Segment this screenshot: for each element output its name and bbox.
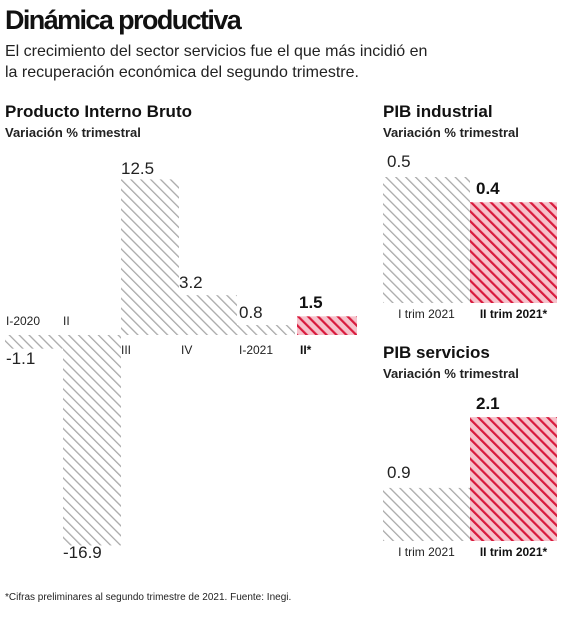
category-label: IV [181,343,192,357]
bar-i-trim-2021 [383,487,470,541]
category-label: I-2021 [239,343,273,357]
value-label: 12.5 [121,159,154,178]
bar-ii [63,335,121,546]
value-label: 1.5 [299,293,323,312]
pib-bar-chart: -1.1 I-2020 -16.9 II 12.5 III 3.2 IV 0.8 I-2021 1.… [5,159,357,562]
page-subtitle-line1: El crecimiento del sector servicios fue … [5,43,427,60]
pib-chart-title: Producto Interno Bruto [5,102,192,121]
bar-i-trim-2021 [383,177,470,303]
bar-i-2020 [5,335,63,349]
value-label: -16.9 [63,543,102,562]
bar-iv [179,295,237,335]
services-chart-title: PIB servicios [383,343,490,362]
category-label: III [121,343,131,357]
value-label: 2.1 [476,394,500,413]
bar-ii [297,316,357,335]
industrial-bar-chart: 0.5 I trim 2021 0.4 II trim 2021* [383,152,557,321]
value-label: -1.1 [6,349,35,368]
footnote: *Cifras preliminares al segundo trimestr… [5,592,291,603]
page-subtitle-line2: la recuperación económica del segundo tr… [5,64,359,81]
pib-chart-subtitle: Variación % trimestral [5,125,141,140]
value-label: 0.8 [239,303,263,322]
page-title: Dinámica productiva [5,5,243,35]
bar-ii-trim-2021 [470,417,557,541]
value-label: 0.5 [387,152,411,171]
value-label: 0.4 [476,179,500,198]
category-label: I-2020 [6,314,40,328]
category-label: II [63,314,70,328]
services-bar-chart: 0.9 I trim 2021 2.1 II trim 2021* [383,394,557,559]
category-label: I trim 2021 [398,545,455,559]
industrial-chart-subtitle: Variación % trimestral [383,125,519,140]
category-label: I trim 2021 [398,307,455,321]
industrial-chart-title: PIB industrial [383,102,493,121]
category-label: II trim 2021* [480,545,548,559]
value-label: 0.9 [387,463,411,482]
category-label: II trim 2021* [480,307,548,321]
services-chart-subtitle: Variación % trimestral [383,366,519,381]
bar-iii [121,179,179,335]
bar-ii-trim-2021 [470,202,557,303]
category-label: II* [300,343,312,357]
bar-i-2021 [237,325,295,335]
value-label: 3.2 [179,273,203,292]
